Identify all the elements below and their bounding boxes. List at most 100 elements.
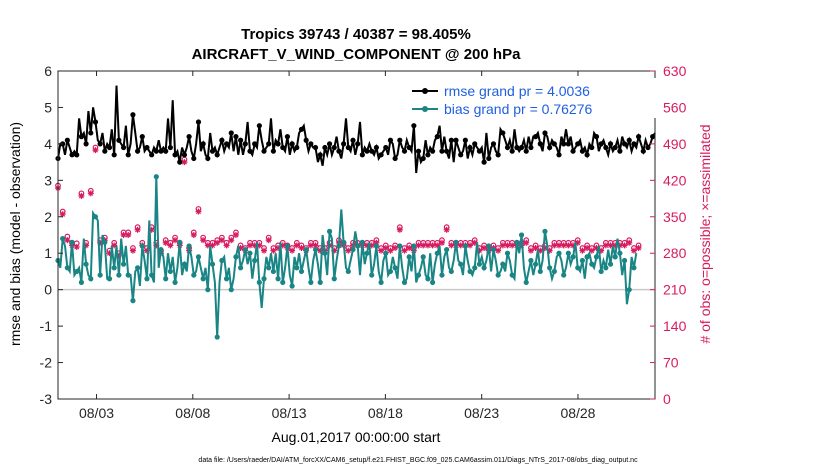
- obs-assimilated-stroke: [233, 232, 239, 238]
- rmse-series-layer: [55, 85, 656, 174]
- bias-point: [78, 279, 85, 285]
- y-right-tick-label: 630: [663, 63, 687, 79]
- y-right-tick-label: 420: [663, 172, 687, 188]
- obs-assimilated-stroke: [74, 244, 80, 250]
- bias-point: [504, 250, 511, 256]
- obs-assimilated-stroke: [64, 237, 70, 243]
- obs-assimilated-stroke: [626, 240, 632, 246]
- y-right-tick-label: 140: [663, 318, 687, 334]
- rmse-point: [120, 144, 127, 151]
- bias-point: [289, 283, 295, 289]
- rmse-point: [191, 155, 197, 162]
- bias-point: [429, 279, 436, 285]
- rmse-point: [500, 130, 506, 136]
- rmse-point: [186, 134, 192, 140]
- obs-assimilated-stroke: [589, 248, 595, 254]
- legend-box: [412, 78, 658, 118]
- rmse-point: [88, 130, 94, 136]
- obs-assimilated-stroke: [308, 242, 314, 248]
- rmse-point: [97, 141, 103, 147]
- obs-assimilated-stroke: [416, 242, 422, 248]
- obs-assimilated-stroke: [92, 147, 98, 153]
- bias-point: [373, 243, 379, 249]
- bias-point: [252, 257, 258, 264]
- obs-assimilated-marker: [392, 245, 399, 252]
- rmse-point: [172, 152, 178, 158]
- bias-point: [312, 246, 319, 253]
- obs-assimilated-marker: [218, 237, 225, 244]
- obs-assimilated-stroke: [504, 242, 511, 248]
- obs-assimilated-marker: [527, 247, 534, 254]
- bias-point: [200, 276, 206, 282]
- bias-point: [111, 265, 117, 271]
- bias-point: [223, 276, 230, 282]
- bias-point: [415, 272, 422, 278]
- bias-point: [280, 279, 286, 285]
- legend-rmse-swatch-marker: [422, 88, 428, 94]
- obs-assimilated-stroke: [125, 232, 131, 238]
- bias-point: [270, 268, 276, 275]
- rmse-point: [434, 134, 440, 140]
- rmse-point: [495, 152, 501, 158]
- obs-assimilated-marker: [532, 245, 539, 252]
- rmse-point: [106, 144, 113, 151]
- y-right-tick-label: 70: [663, 355, 679, 371]
- obs-assimilated-marker: [579, 247, 586, 254]
- rmse-point: [607, 141, 614, 147]
- obs-assimilated-stroke: [533, 245, 539, 251]
- rmse-point: [242, 141, 248, 147]
- obs-assimilated-stroke: [313, 242, 319, 248]
- obs-assimilated-stroke: [448, 242, 454, 248]
- bias-point: [462, 243, 468, 249]
- bias-point: [378, 279, 384, 285]
- rmse-point: [312, 144, 319, 151]
- bias-point: [238, 265, 244, 271]
- obs-assimilated-marker: [261, 247, 268, 254]
- obs-assimilated-stroke: [467, 242, 473, 248]
- obs-assimilated-marker: [59, 211, 66, 218]
- obs-assimilated-stroke: [584, 245, 590, 251]
- obs-assimilated-marker: [214, 239, 221, 246]
- obs-assimilated-stroke: [434, 242, 440, 248]
- rmse-point: [621, 141, 628, 147]
- bias-point: [565, 250, 571, 256]
- rmse-point: [490, 141, 497, 147]
- rmse-point: [617, 148, 623, 154]
- bias-point: [523, 279, 529, 285]
- bias-point: [135, 265, 141, 271]
- y-left-tick-label: -1: [40, 318, 53, 334]
- obs-assimilated-stroke: [495, 248, 501, 254]
- y-right-tick-label: 0: [663, 391, 671, 407]
- y-right-tick-label: 560: [663, 99, 687, 115]
- rmse-point: [448, 137, 454, 143]
- rmse-point: [579, 148, 586, 154]
- bias-point: [64, 265, 70, 271]
- y-left-tick-label: -2: [40, 355, 53, 371]
- obs-assimilated-marker: [167, 242, 174, 249]
- obs-assimilated-stroke: [205, 242, 211, 248]
- chart-title-line-1: Tropics 39743 / 40387 = 98.405%: [241, 26, 471, 43]
- y-left-tick-label: 1: [44, 245, 52, 261]
- obs-assimilated-stroke: [636, 245, 642, 251]
- rmse-point: [284, 134, 291, 140]
- rmse-point: [645, 144, 651, 151]
- obs-assimilated-marker: [406, 245, 413, 252]
- rmse-point: [331, 144, 337, 151]
- bias-point: [364, 250, 370, 256]
- rmse-point: [556, 152, 562, 158]
- obs-assimilated-stroke: [561, 242, 567, 248]
- rmse-point: [83, 141, 89, 147]
- bias-point: [336, 243, 342, 249]
- rmse-point: [523, 148, 529, 154]
- rmse-point: [575, 141, 581, 147]
- rmse-point: [130, 112, 136, 118]
- bias-point: [537, 268, 543, 275]
- obs-assimilated-stroke: [130, 248, 136, 254]
- obs-assimilated-stroke: [345, 248, 351, 254]
- rmse-point: [275, 141, 281, 147]
- rmse-point: [584, 152, 590, 158]
- rmse-point: [518, 144, 525, 151]
- bias-point: [303, 246, 309, 253]
- rmse-point: [565, 141, 571, 147]
- bias-point: [167, 268, 173, 275]
